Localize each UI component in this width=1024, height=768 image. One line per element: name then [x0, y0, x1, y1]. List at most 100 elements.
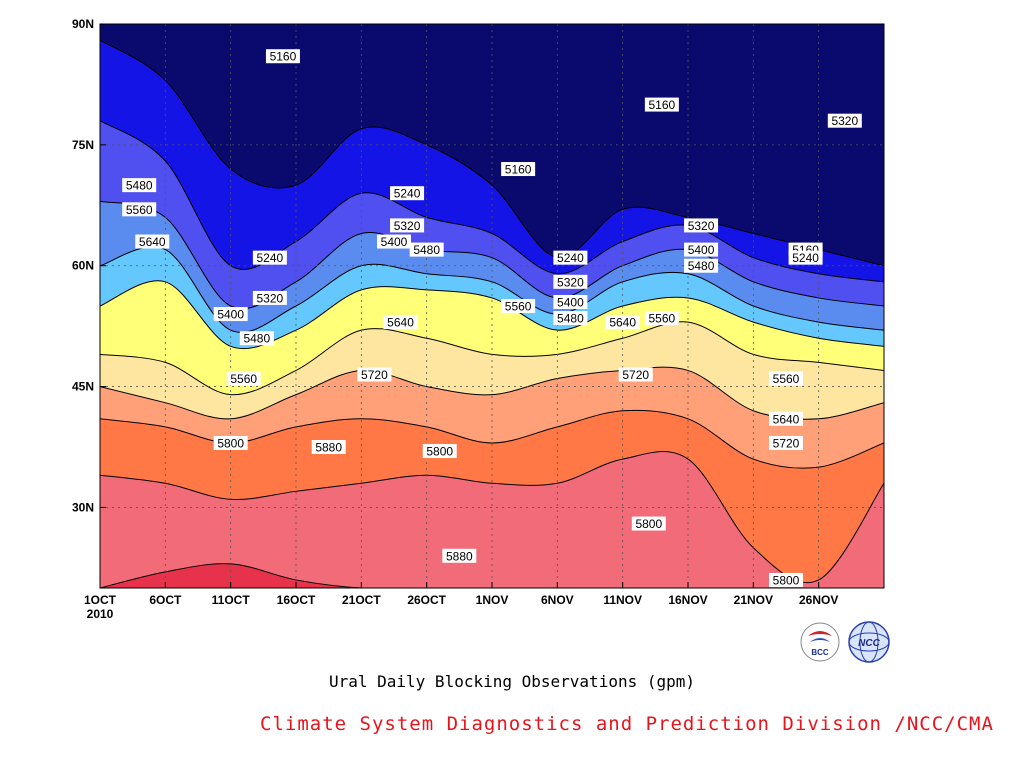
- svg-text:5240: 5240: [257, 251, 284, 265]
- ncc-logo: NCC: [848, 621, 890, 663]
- svg-text:5800: 5800: [217, 436, 244, 450]
- svg-text:5240: 5240: [792, 251, 819, 265]
- y-tick-label: 75N: [72, 138, 94, 152]
- x-tick-label: 6OCT: [149, 593, 182, 607]
- contour-label: 5400: [213, 307, 248, 322]
- svg-text:5640: 5640: [139, 235, 166, 249]
- contour-label: 5160: [501, 162, 536, 177]
- x-tick-label: 6NOV: [541, 593, 574, 607]
- contour-label: 5800: [769, 572, 803, 587]
- svg-text:5480: 5480: [243, 332, 270, 346]
- bcc-logo: BCC: [800, 622, 840, 662]
- bcc-logo-text: BCC: [811, 648, 829, 657]
- contour-label: 5720: [357, 367, 392, 382]
- contour-label: 5320: [553, 274, 588, 289]
- contour-label: 5240: [788, 250, 823, 265]
- svg-text:5880: 5880: [315, 441, 342, 455]
- svg-text:5560: 5560: [505, 300, 532, 314]
- contour-label: 5560: [226, 371, 261, 386]
- svg-text:5800: 5800: [635, 517, 662, 531]
- contour-label: 5800: [213, 435, 248, 450]
- svg-text:5240: 5240: [557, 251, 584, 265]
- y-tick-label: 45N: [72, 380, 94, 394]
- contour-line-5240: [100, 120, 884, 283]
- logos: BCC NCC: [800, 620, 896, 664]
- credit-line: Climate System Diagnostics and Predictio…: [260, 713, 994, 735]
- x-tick-label: 11OCT: [212, 593, 251, 607]
- x-tick-label: 16NOV: [668, 593, 707, 607]
- svg-text:5640: 5640: [387, 316, 414, 330]
- y-tick-label: 60N: [72, 259, 94, 273]
- y-axis: 30N 45N 60N 75N 90N: [72, 17, 106, 514]
- contour-label: 5560: [122, 202, 157, 217]
- svg-text:5880: 5880: [446, 549, 473, 563]
- contour-label: 5560: [644, 311, 679, 326]
- x-tick-label: 26NOV: [799, 593, 838, 607]
- svg-text:5480: 5480: [688, 259, 715, 273]
- contour-label: 5320: [684, 218, 719, 233]
- svg-text:5160: 5160: [505, 163, 532, 177]
- svg-text:5720: 5720: [361, 368, 388, 382]
- x-tick-label: 21OCT: [342, 593, 381, 607]
- x-axis: 1OCT 6OCT 11OCT 16OCT 21OCT 26OCT 1NOV 6NOV 11NO…: [84, 582, 838, 621]
- svg-text:5640: 5640: [609, 316, 636, 330]
- contour-label: 5480: [553, 311, 588, 326]
- contour-label: 5880: [311, 440, 346, 455]
- svg-text:5320: 5320: [257, 291, 284, 305]
- x-tick-label: 26OCT: [407, 593, 446, 607]
- svg-text:5160: 5160: [649, 98, 676, 112]
- contour-label: 5160: [265, 49, 300, 64]
- contour-label: 5320: [827, 113, 862, 128]
- x-tick-label: 21NOV: [734, 593, 773, 607]
- ncc-logo-text: NCC: [858, 638, 880, 649]
- contour-label: 5400: [553, 294, 588, 309]
- svg-text:5400: 5400: [688, 243, 715, 257]
- svg-text:5240: 5240: [394, 187, 421, 201]
- contour-label: 5480: [239, 331, 274, 346]
- contour-label: 5480: [684, 258, 719, 273]
- contour-line-5880: [100, 563, 884, 588]
- contour-label: 5480: [409, 242, 444, 257]
- contour-line-5480: [100, 280, 884, 350]
- y-tick-label: 90N: [72, 17, 94, 31]
- svg-text:5320: 5320: [394, 219, 421, 233]
- contour-label: 5480: [122, 178, 157, 193]
- svg-text:5560: 5560: [649, 312, 676, 326]
- svg-text:5480: 5480: [413, 243, 440, 257]
- x-tick-label: 16OCT: [277, 593, 316, 607]
- contour-label: 5800: [631, 516, 666, 531]
- contour-label: 5240: [390, 186, 425, 201]
- contour-line-5640: [100, 366, 884, 420]
- svg-text:5720: 5720: [773, 436, 800, 450]
- y-tick-label: 30N: [72, 500, 94, 514]
- svg-text:5480: 5480: [126, 179, 153, 193]
- contour-label: 5640: [383, 315, 418, 330]
- contour-label: 5320: [252, 290, 287, 305]
- contour-label: 5720: [769, 435, 803, 450]
- svg-text:5800: 5800: [426, 445, 453, 459]
- svg-text:5320: 5320: [831, 114, 858, 128]
- contour-label: 5560: [501, 299, 536, 314]
- x-tick-label: 11NOV: [603, 593, 642, 607]
- x-tick-label: 1OCT: [84, 593, 117, 607]
- svg-text:5400: 5400: [381, 235, 408, 249]
- contour-label: 5240: [553, 250, 588, 265]
- contour-label: 5160: [644, 97, 679, 112]
- x-tick-label: 1NOV: [476, 593, 509, 607]
- contour-label: 5640: [769, 411, 803, 426]
- contour-label: 5400: [684, 242, 719, 257]
- svg-text:5320: 5320: [557, 275, 584, 289]
- contour-label: 5560: [769, 371, 803, 386]
- contour-label: 5320: [390, 218, 425, 233]
- contour-label: 5880: [442, 548, 477, 563]
- x-year-label: 2010: [87, 607, 114, 621]
- svg-text:5320: 5320: [688, 219, 715, 233]
- svg-text:5640: 5640: [773, 412, 800, 426]
- contour-label: 5640: [605, 315, 640, 330]
- svg-text:5160: 5160: [270, 50, 297, 64]
- svg-text:5560: 5560: [773, 372, 800, 386]
- contour-label: 5720: [618, 367, 653, 382]
- contour-label: 5800: [422, 444, 457, 459]
